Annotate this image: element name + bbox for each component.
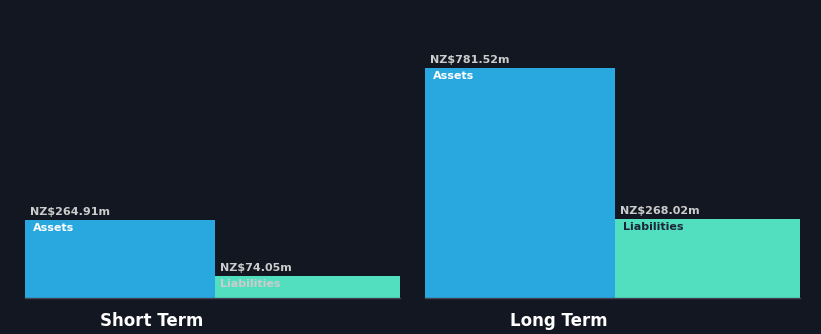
- Text: Long Term: Long Term: [510, 312, 608, 330]
- Text: Liabilities: Liabilities: [220, 279, 281, 289]
- Text: NZ$781.52m: NZ$781.52m: [430, 55, 510, 65]
- Text: Short Term: Short Term: [100, 312, 204, 330]
- Text: NZ$264.91m: NZ$264.91m: [30, 207, 110, 217]
- FancyBboxPatch shape: [25, 220, 215, 298]
- Text: Assets: Assets: [433, 71, 475, 81]
- FancyBboxPatch shape: [425, 68, 615, 298]
- Text: NZ$268.02m: NZ$268.02m: [620, 206, 699, 216]
- FancyBboxPatch shape: [215, 277, 400, 298]
- Text: Liabilities: Liabilities: [623, 222, 684, 232]
- Text: NZ$74.05m: NZ$74.05m: [220, 263, 291, 273]
- Text: Assets: Assets: [33, 223, 74, 233]
- FancyBboxPatch shape: [615, 219, 800, 298]
